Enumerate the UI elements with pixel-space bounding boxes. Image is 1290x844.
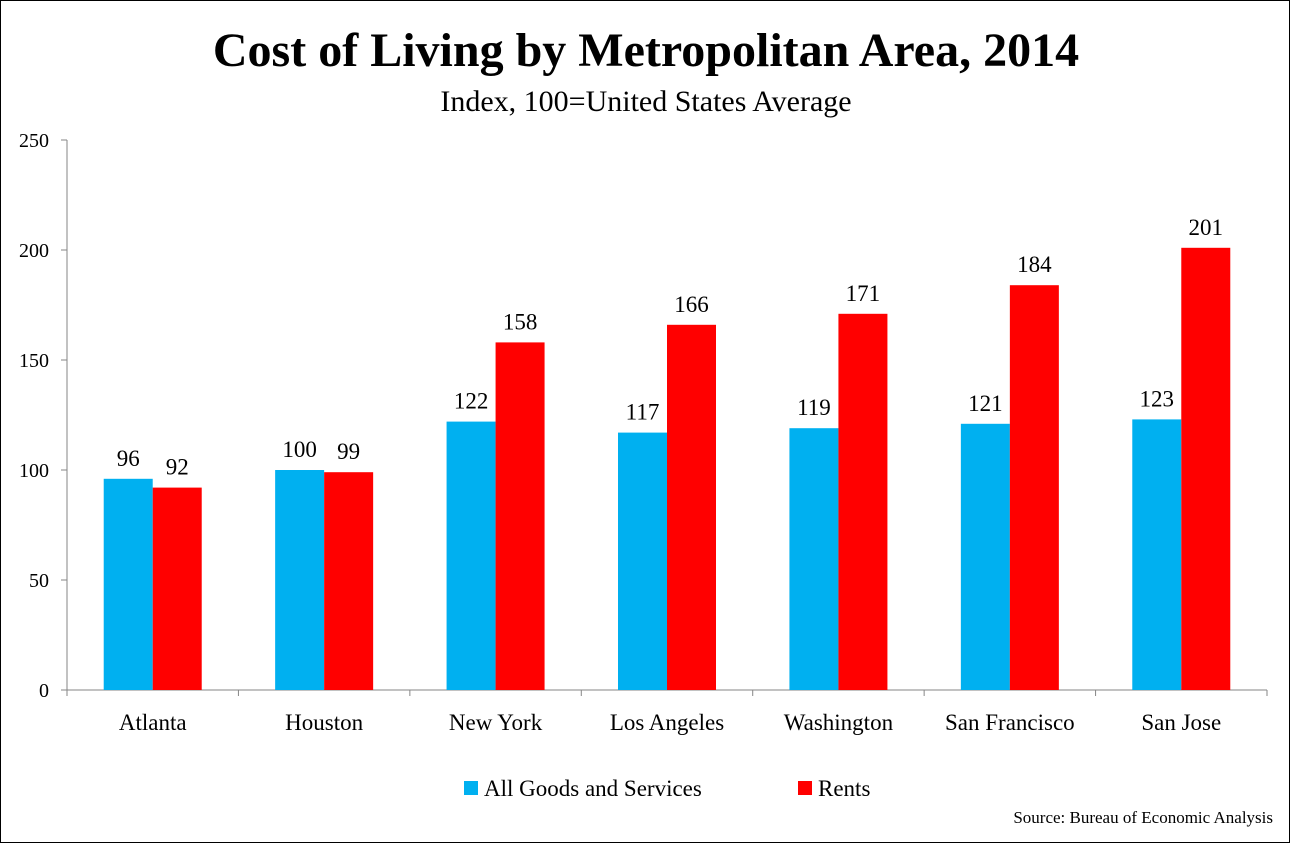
data-label: 123 [1140,386,1175,411]
y-tick-label: 0 [39,680,49,702]
y-tick-label: 200 [19,240,49,262]
data-label: 166 [674,292,709,317]
data-label: 117 [626,400,660,425]
category-label: Washington [784,710,894,735]
bar [1009,285,1059,690]
category-label: New York [449,710,543,735]
bar [667,324,716,690]
legend-label: All Goods and Services [484,776,702,801]
y-tick-label: 50 [29,570,49,592]
bar [789,428,839,690]
legend-swatch [798,781,812,795]
y-tick-label: 150 [19,350,49,372]
category-label: Houston [285,710,363,735]
chart-title: Cost of Living by Metropolitan Area, 201… [213,24,1079,77]
legend-label: Rents [818,776,870,801]
category-label: Atlanta [119,710,187,735]
data-label: 119 [797,395,831,420]
data-label: 122 [454,389,489,414]
data-label: 100 [282,437,317,462]
y-tick-label: 100 [19,460,49,482]
source-note: Source: Bureau of Economic Analysis [1013,808,1273,827]
bar [275,470,325,690]
y-tick-label: 250 [19,130,49,152]
data-label: 158 [503,309,538,334]
bar [103,478,153,690]
data-label: 92 [166,455,189,480]
bar [1132,419,1182,690]
legend-swatch [464,781,478,795]
bar [618,432,667,690]
data-label: 184 [1017,252,1052,277]
data-label: 171 [846,281,881,306]
bar [152,487,202,690]
data-labels: 96 92 100 99 122 158 117 166 119 171 121 184 123 201 [117,215,1223,480]
data-label: 99 [337,439,360,464]
data-label: 121 [968,391,1003,416]
bar [838,313,888,690]
bar [1181,247,1231,691]
bar [324,472,374,690]
bars [103,247,1231,691]
bar [960,423,1010,690]
data-label: 96 [117,446,140,471]
category-label: Los Angeles [610,710,724,735]
legend: All Goods and Services Rents [464,776,870,801]
category-label: San Francisco [945,710,1075,735]
bar [446,421,496,690]
data-label: 201 [1189,215,1224,240]
category-label: San Jose [1141,710,1221,735]
chart-subtitle: Index, 100=United States Average [440,85,851,118]
bar [495,342,545,690]
axes: 0 50 100 150 200 250 Atlanta Houston New York Los… [19,130,1268,735]
